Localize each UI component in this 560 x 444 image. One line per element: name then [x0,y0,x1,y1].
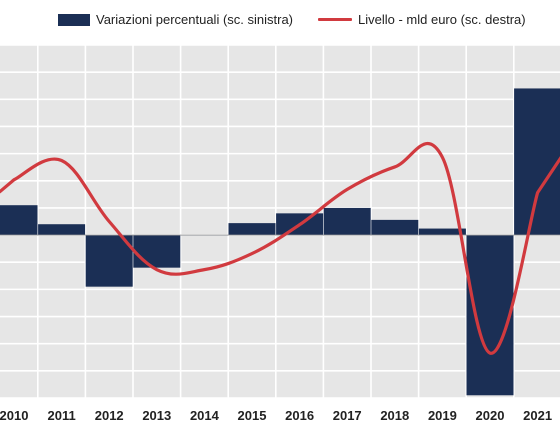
x-tick-label: 2013 [142,408,171,423]
bar-2010 [0,205,38,236]
legend: Variazioni percentuali (sc. sinistra) Li… [0,8,560,32]
bar-2018 [371,219,419,236]
x-tick-label: 2012 [95,408,124,423]
bar-2019 [418,228,466,236]
bar-2011 [38,224,86,236]
x-tick-label: 2021 [523,408,552,423]
x-tick-label: 2019 [428,408,457,423]
legend-item-bars: Variazioni percentuali (sc. sinistra) [58,12,293,27]
legend-swatch-line [318,18,352,21]
bar-2015 [228,223,276,236]
x-tick-label: 2020 [476,408,505,423]
x-tick-label: 2015 [238,408,267,423]
bar-2013 [133,235,181,268]
x-tick-label: 2011 [47,408,75,423]
bar-2021 [514,88,560,236]
x-tick-label: 2017 [333,408,362,423]
x-tick-label: 2018 [380,408,409,423]
line-series [0,141,560,355]
bar-2017 [323,207,371,236]
legend-label-bars: Variazioni percentuali (sc. sinistra) [96,12,293,27]
bar-2020 [466,235,514,396]
legend-label-line: Livello - mld euro (sc. destra) [358,12,526,27]
x-tick-label: 2010 [0,408,28,423]
bar-2012 [85,235,133,287]
legend-swatch-bar [58,13,90,26]
legend-item-line: Livello - mld euro (sc. destra) [318,12,526,27]
x-tick-label: 2016 [285,408,314,423]
x-tick-label: 2014 [190,408,220,423]
